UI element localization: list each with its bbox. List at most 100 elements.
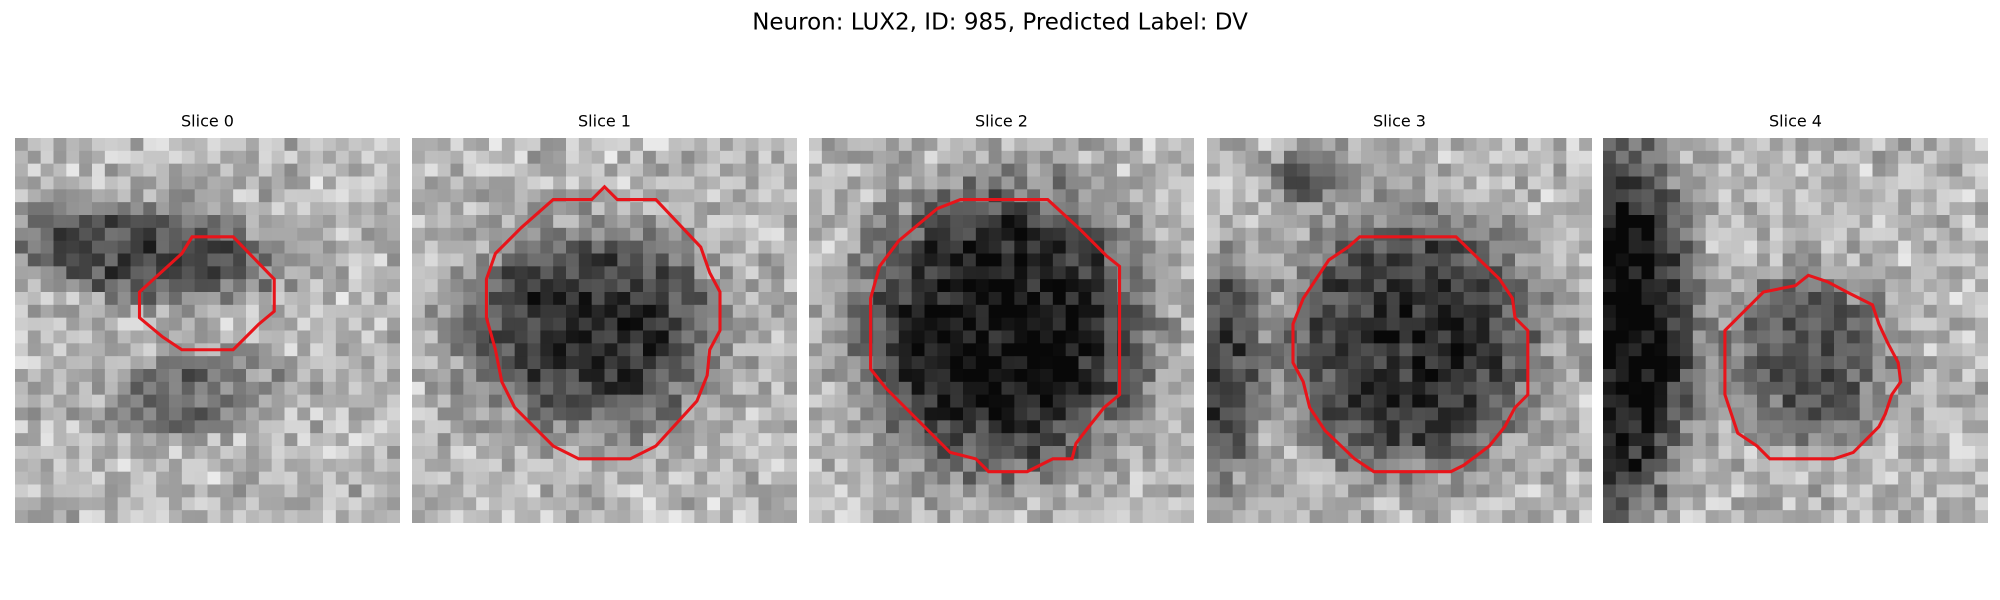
pixel — [271, 227, 285, 242]
pixel — [771, 292, 785, 306]
pixel — [1258, 150, 1272, 165]
pixel — [1718, 176, 1732, 190]
pixel — [1579, 510, 1592, 523]
pixel — [207, 304, 221, 319]
pixel — [450, 330, 464, 344]
pixel — [1065, 510, 1079, 523]
pixel — [181, 227, 196, 242]
pixel — [1962, 471, 1976, 485]
pixel — [220, 433, 234, 447]
pixel — [361, 381, 375, 396]
pixel — [424, 176, 439, 190]
pixel — [220, 446, 234, 460]
pixel — [361, 266, 375, 280]
pixel — [758, 369, 772, 383]
pixel — [1168, 279, 1182, 293]
pixel — [988, 497, 1002, 511]
pixel — [1104, 304, 1118, 319]
pixel — [1361, 433, 1375, 447]
pixel — [1232, 381, 1246, 396]
pixel — [1566, 163, 1580, 177]
pixel — [924, 189, 938, 203]
pixel — [1245, 138, 1259, 152]
pixel — [963, 484, 977, 498]
pixel — [1348, 497, 1362, 511]
pixel — [1348, 471, 1362, 485]
pixel — [1949, 330, 1963, 344]
pixel — [963, 394, 977, 408]
pixel — [310, 215, 324, 229]
pixel — [169, 420, 183, 434]
pixel — [1373, 381, 1388, 396]
pixel — [1065, 369, 1079, 383]
pixel — [501, 176, 516, 190]
pixel — [1821, 150, 1835, 165]
pixel — [578, 292, 593, 306]
pixel — [1219, 458, 1234, 473]
pixel — [1718, 266, 1732, 280]
pixel — [284, 330, 298, 344]
pixel — [1155, 292, 1169, 306]
pixel — [66, 240, 80, 254]
pixel — [1271, 176, 1285, 190]
pixel — [553, 381, 567, 396]
pixel — [1361, 510, 1375, 523]
pixel — [784, 266, 797, 280]
pixel — [1412, 458, 1426, 473]
pixel — [1104, 407, 1118, 421]
pixel — [758, 446, 772, 460]
pixel — [1769, 381, 1784, 396]
pixel — [424, 189, 439, 203]
pixel — [758, 433, 772, 447]
pixel — [1527, 227, 1542, 242]
pixel — [1027, 176, 1041, 190]
pixel — [1885, 215, 1899, 229]
pixel — [668, 202, 682, 216]
pixel — [1795, 446, 1809, 460]
pixel — [233, 433, 247, 447]
pixel — [1489, 317, 1503, 331]
pixel — [655, 369, 670, 383]
pixel — [1923, 292, 1938, 306]
pixel — [1309, 138, 1323, 152]
pixel — [66, 189, 80, 203]
pixel — [988, 240, 1002, 254]
pixel — [1284, 458, 1298, 473]
pixel — [1808, 458, 1822, 473]
pixel — [1898, 356, 1912, 370]
pixel — [950, 266, 964, 280]
pixel — [271, 253, 285, 267]
pixel — [1975, 471, 1988, 485]
pixel — [745, 163, 759, 177]
pixel — [732, 458, 747, 473]
pixel — [1168, 253, 1182, 267]
pixel — [1065, 150, 1079, 165]
pixel — [27, 189, 42, 203]
pixel — [1782, 356, 1796, 370]
pixel — [246, 253, 260, 267]
pixel — [156, 138, 170, 152]
pixel — [412, 394, 426, 408]
pixel — [207, 330, 221, 344]
pixel — [1309, 394, 1323, 408]
pixel — [271, 497, 285, 511]
pixel — [1168, 189, 1182, 203]
pixel — [117, 433, 131, 447]
pixel — [1425, 176, 1439, 190]
pixel — [1335, 176, 1349, 190]
pixel — [1155, 497, 1169, 511]
pixel — [1129, 497, 1144, 511]
pixel — [1502, 317, 1516, 331]
pixel — [1322, 292, 1336, 306]
pixel — [1309, 240, 1323, 254]
pixel — [1782, 215, 1796, 229]
pixel — [1834, 317, 1848, 331]
pixel — [501, 433, 516, 447]
pixel — [553, 304, 567, 319]
pixel — [809, 407, 823, 421]
pixel — [53, 215, 67, 229]
pixel — [1654, 176, 1668, 190]
pixel — [1271, 202, 1285, 216]
pixel — [117, 163, 131, 177]
pixel — [681, 215, 695, 229]
